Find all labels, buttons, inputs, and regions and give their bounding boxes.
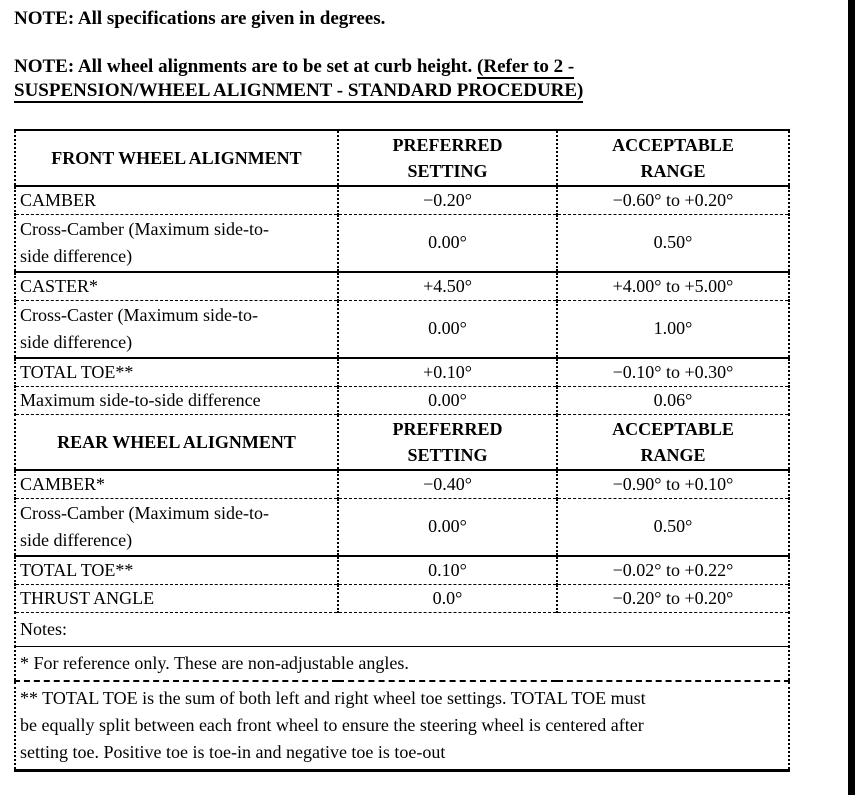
page-edge-bar [848,0,855,795]
spec-label: CAMBER [15,186,339,215]
acceptable-range-value: −0.02° to +0.22° [557,556,789,585]
acceptable-range-value: −0.20° to +0.20° [557,584,789,613]
spec-row: Maximum side-to-side difference 0.00° 0.06… [15,386,789,415]
spec-table-body: FRONT WHEEL ALIGNMENT PREFERRED SETTING AC… [15,130,789,770]
acceptable-range-value: 0.50° [557,498,789,557]
spec-label: Cross-Caster (Maximum side-to- side diff… [15,300,339,359]
table-note-text: Notes: [15,612,789,647]
spec-label: CAMBER* [15,470,339,499]
spec-row: CAMBER* −0.40° −0.90° to +0.10° [15,470,789,499]
preferred-setting-value: 0.00° [338,498,558,557]
spec-label: CASTER* [15,272,339,301]
spec-row: TOTAL TOE** +0.10° −0.10° to +0.30° [15,358,789,387]
section-header-row: FRONT WHEEL ALIGNMENT PREFERRED SETTING AC… [15,130,789,187]
spec-row: Cross-Camber (Maximum side-to- side diff… [15,498,789,557]
column-header: PREFERRED SETTING [338,414,558,471]
column-header: ACCEPTABLE RANGE [557,414,789,471]
acceptable-range-value: 0.06° [557,386,789,415]
spec-label: TOTAL TOE** [15,358,339,387]
acceptable-range-value: 0.50° [557,214,789,273]
preferred-setting-value: −0.40° [338,470,558,499]
section-title: FRONT WHEEL ALIGNMENT [15,130,339,187]
preferred-setting-value: +4.50° [338,272,558,301]
column-header: ACCEPTABLE RANGE [557,130,789,187]
spec-label: TOTAL TOE** [15,556,339,585]
spec-row: CAMBER −0.20° −0.60° to +0.20° [15,186,789,215]
note-curb-height: NOTE: All wheel alignments are to be set… [14,55,796,103]
preferred-setting-value: 0.00° [338,300,558,359]
preferred-setting-value: 0.0° [338,584,558,613]
suspension-procedure-link[interactable]: (Refer to 2 - SUSPENSION/WHEEL ALIGNMENT… [14,56,584,103]
wheel-alignment-spec-table: FRONT WHEEL ALIGNMENT PREFERRED SETTING AC… [14,129,790,772]
acceptable-range-value: −0.60° to +0.20° [557,186,789,215]
acceptable-range-value: −0.10° to +0.30° [557,358,789,387]
spec-row: TOTAL TOE** 0.10° −0.02° to +0.22° [15,556,789,585]
preferred-setting-value: 0.00° [338,386,558,415]
table-note-row: * For reference only. These are non-adju… [15,646,789,682]
spec-row: Cross-Caster (Maximum side-to- side diff… [15,300,789,359]
preferred-setting-value: 0.10° [338,556,558,585]
spec-row: Cross-Camber (Maximum side-to- side diff… [15,214,789,273]
section-title: REAR WHEEL ALIGNMENT [15,414,339,471]
spec-row: THRUST ANGLE 0.0° −0.20° to +0.20° [15,584,789,613]
column-header: PREFERRED SETTING [338,130,558,187]
acceptable-range-value: −0.90° to +0.10° [557,470,789,499]
acceptable-range-value: 1.00° [557,300,789,359]
spec-label: Maximum side-to-side difference [15,386,339,415]
preferred-setting-value: +0.10° [338,358,558,387]
preferred-setting-value: −0.20° [338,186,558,215]
table-note-row: ** TOTAL TOE is the sum of both left and… [15,681,789,771]
table-note-row: Notes: [15,612,789,647]
table-note-text: * For reference only. These are non-adju… [15,646,789,682]
table-note-text: ** TOTAL TOE is the sum of both left and… [20,687,646,762]
spec-label: THRUST ANGLE [15,584,339,613]
acceptable-range-value: +4.00° to +5.00° [557,272,789,301]
spec-label: Cross-Camber (Maximum side-to- side diff… [15,214,339,273]
note-specs-degrees: NOTE: All specifications are given in de… [14,8,386,29]
note-curb-height-text: NOTE: All wheel alignments are to be set… [14,56,478,77]
spec-row: CASTER* +4.50° +4.00° to +5.00° [15,272,789,301]
spec-label: Cross-Camber (Maximum side-to- side diff… [15,498,339,557]
preferred-setting-value: 0.00° [338,214,558,273]
section-header-row: REAR WHEEL ALIGNMENT PREFERRED SETTING ACC… [15,414,789,471]
